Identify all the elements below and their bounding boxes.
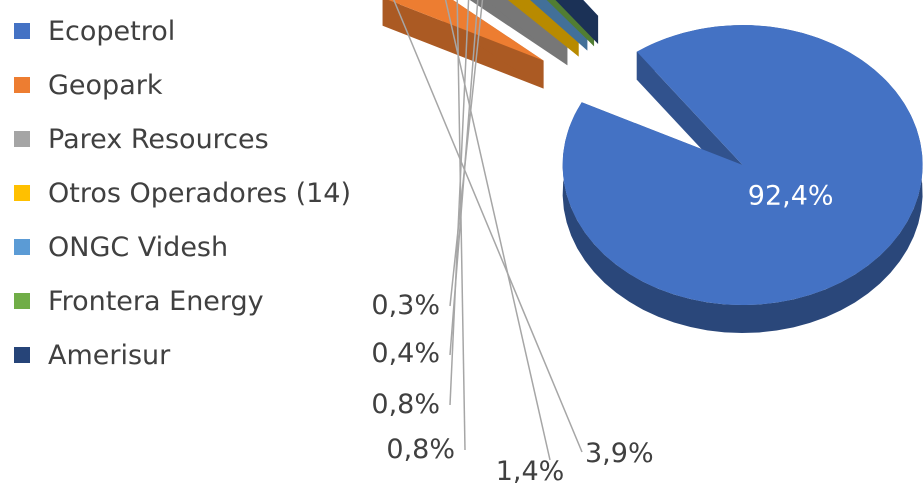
leader-line-geopark [393,0,583,453]
legend-swatch-ecopetrol [14,23,30,39]
legend-swatch-geopark [14,77,30,93]
legend-swatch-otros-operadores [14,185,30,201]
legend-label-amerisur: Amerisur [48,339,171,371]
legend-swatch-ongc-videsh [14,239,30,255]
legend-label-frontera-energy: Frontera Energy [48,285,264,317]
legend-item-geopark: Geopark [14,58,351,112]
pie-slice-amerisur [555,0,599,44]
legend-label-parex-resources: Parex Resources [48,123,269,155]
data-label-ecopetrol: 92,4% [748,180,834,211]
data-label-ongc-videsh: 0,8% [371,389,440,420]
pie-slice-top-geopark [388,0,544,61]
pie-slice-top-amerisur [582,0,599,16]
pie-slice-top-ecopetrol [562,25,923,306]
pie-slice-face-geopark-0 [382,0,544,89]
legend-swatch-frontera-energy [14,293,30,309]
leader-line-otros-operadores [456,0,466,451]
data-label-otros-operadores: 0,8% [386,434,455,465]
pie-slice-face-amerisur-1 [557,0,599,44]
legend: Ecopetrol Geopark Parex Resources Otros … [14,4,351,382]
data-label-amerisur: 0,3% [371,290,440,321]
leader-line-amerisur [449,0,484,307]
legend-label-geopark: Geopark [48,69,163,101]
pie-slice-ecopetrol [562,25,923,334]
legend-item-frontera-energy: Frontera Energy [14,274,351,328]
legend-item-amerisur: Amerisur [14,328,351,382]
data-label-frontera-energy: 0,4% [371,338,440,369]
leader-line-frontera-energy [449,0,479,356]
data-label-geopark: 3,9% [585,438,654,469]
pie-slice-face-otros-operadores-0 [507,0,579,57]
legend-label-otros-operadores: Otros Operadores (14) [48,177,352,209]
legend-label-ongc-videsh: ONGC Videsh [48,231,229,263]
legend-swatch-amerisur [14,347,30,363]
legend-item-otros-operadores: Otros Operadores (14) [14,166,351,220]
legend-label-ecopetrol: Ecopetrol [48,15,176,47]
data-label-parex-resources: 1,4% [496,456,565,487]
legend-item-ecopetrol: Ecopetrol [14,4,351,58]
leader-line-parex-resources [444,0,551,461]
pie-slice-face-otros-operadores-1 [514,0,579,57]
legend-item-ongc-videsh: ONGC Videsh [14,220,351,274]
legend-swatch-parex-resources [14,131,30,147]
leader-line-ongc-videsh [449,0,470,406]
legend-item-parex-resources: Parex Resources [14,112,351,166]
